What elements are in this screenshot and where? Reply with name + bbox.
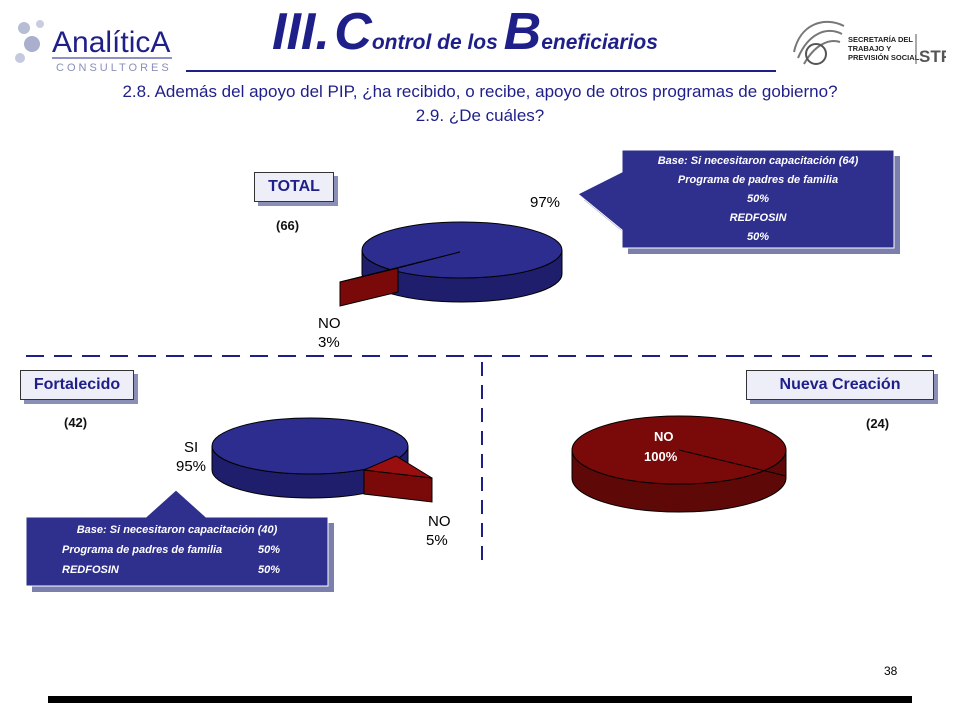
- question-line-2: 2.9. ¿De cuáles?: [415, 106, 545, 125]
- title-cap-b: B: [503, 3, 542, 61]
- question-line-1: 2.8. Además del apoyo del PIP, ¿ha recib…: [122, 82, 838, 101]
- base-n-fortalecido: (42): [64, 415, 88, 430]
- page-number: 38: [884, 664, 898, 678]
- callout-total-base: Base: Si necesitaron capacitación (64): [657, 155, 859, 167]
- logo-name: AnalíticA: [52, 26, 170, 59]
- pie-fort-si-label: SI: [184, 439, 198, 456]
- callout-fort-value-1: 50%: [258, 544, 281, 556]
- title-cap-c: C: [334, 3, 372, 61]
- pie-fortalecido: SI 95% NO 5%: [176, 417, 451, 549]
- slide-title: III. Control de los Beneficiarios: [186, 0, 776, 78]
- segment-label-total: TOTAL: [254, 172, 334, 202]
- stps-line3: PREVISIÓN SOCIAL: [848, 53, 920, 62]
- stps-line2: TRABAJO Y: [848, 44, 891, 53]
- callout-fortalecido: Base: Si necesitaron capacitación (40) P…: [26, 517, 328, 586]
- callout-fortalecido-shape: [25, 489, 334, 592]
- callout-total-program-1: Programa de padres de familia: [677, 174, 839, 186]
- segment-label-nueva: Nueva Creación: [746, 370, 934, 400]
- pie-total-no-label: NO: [318, 315, 341, 332]
- pie-nueva-no-value: 100%: [644, 449, 678, 464]
- base-n-total: (66): [276, 218, 300, 233]
- callout-fort-program-2: REDFOSIN: [62, 564, 119, 576]
- pie-fort-no-label: NO: [428, 513, 451, 530]
- footer-bar: [48, 696, 912, 703]
- title-rest-2: eneficiarios: [541, 31, 658, 54]
- callout-total-value-1: 50%: [746, 193, 770, 205]
- logo-sub: CONSULTORES: [56, 62, 172, 74]
- eagle-emblem-icon: [793, 21, 845, 65]
- pie-fort-no-top: [362, 455, 433, 479]
- title-rest-1: ontrol de los: [371, 31, 504, 54]
- logo-circles-icon: [15, 20, 44, 63]
- callout-total: Base: Si necesitaron capacitación (64) P…: [622, 150, 894, 248]
- pie-fort-no-value: 5%: [426, 532, 448, 549]
- title-underline: [186, 70, 776, 72]
- callout-fort-value-2: 50%: [258, 564, 281, 576]
- callout-total-shape: [577, 149, 900, 254]
- pie-total-si-value: 97%: [530, 194, 560, 211]
- callout-fort-program-1: Programa de padres de familia: [62, 544, 223, 556]
- pie-fort-si-value: 95%: [176, 458, 206, 475]
- pie-total-no-top: [339, 251, 461, 283]
- callout-total-value-2: 50%: [746, 231, 770, 243]
- callout-fort-base: Base: Si necesitaron capacitación (40): [76, 524, 278, 536]
- stps-line1: SECRETARÍA DEL: [848, 35, 913, 44]
- base-n-nueva: (24): [866, 416, 890, 431]
- pie-nueva-no-label: NO: [654, 429, 674, 444]
- pie-nueva: NO 100%: [571, 415, 787, 513]
- pie-total: 97% NO 3%: [318, 194, 563, 351]
- analitica-logo: AnalíticA CONSULTORES: [10, 8, 180, 78]
- segment-label-fortalecido: Fortalecido: [20, 370, 134, 400]
- title-roman: III.: [272, 3, 330, 61]
- pie-fort-si-slice: [211, 417, 409, 475]
- pie-total-no-value: 3%: [318, 334, 340, 351]
- callout-total-program-2: REDFOSIN: [729, 212, 787, 224]
